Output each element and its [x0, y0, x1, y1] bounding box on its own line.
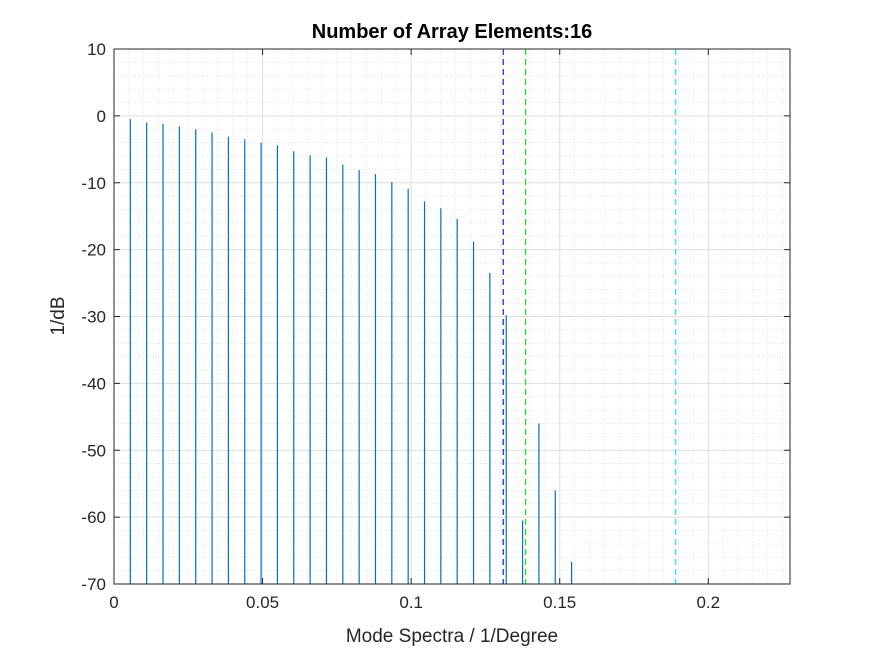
bar — [244, 139, 246, 584]
bar — [538, 423, 540, 584]
bar — [505, 315, 507, 584]
y-tick-labels: 10 0 -10 -20 -30 -40 -50 -60 -70 — [81, 40, 106, 594]
bar — [407, 188, 409, 585]
bar — [391, 182, 393, 585]
bar — [276, 145, 279, 585]
bar — [489, 273, 491, 584]
major-grid — [114, 49, 790, 584]
x-tick-label: 0.2 — [696, 593, 720, 612]
y-tick-label: -50 — [81, 441, 106, 460]
y-tick-label: -40 — [81, 374, 106, 393]
x-tick-label: 0.05 — [246, 593, 279, 612]
x-tick-label: 0.15 — [543, 593, 576, 612]
x-tick-labels: 0 0.05 0.1 0.15 0.2 — [109, 593, 720, 612]
x-tick-label: 0 — [109, 593, 118, 612]
bar — [440, 208, 442, 584]
bar — [129, 119, 131, 584]
bar — [521, 520, 524, 584]
x-axis-label: Mode Spectra / 1/Degree — [346, 626, 558, 647]
y-tick-label: -10 — [81, 174, 106, 193]
y-tick-label: -70 — [81, 575, 106, 594]
bar — [358, 170, 360, 584]
bar — [178, 126, 180, 584]
bar — [227, 136, 229, 584]
y-tick-label: -30 — [81, 308, 106, 327]
vertical-marker-lines — [502, 49, 677, 584]
bar — [162, 123, 164, 585]
bar — [325, 157, 328, 584]
x-tick-label: 0.1 — [399, 593, 423, 612]
y-axis-label: 1/dB — [48, 296, 69, 335]
bar — [260, 142, 262, 584]
y-tick-label: 10 — [87, 40, 106, 59]
chart-title: Number of Array Elements:16 — [312, 21, 592, 43]
bar — [293, 151, 295, 584]
bar — [554, 490, 556, 584]
bar — [423, 201, 426, 584]
bar — [456, 218, 458, 585]
bar — [146, 122, 148, 584]
y-tick-label: 0 — [97, 107, 106, 126]
y-tick-label: -20 — [81, 241, 106, 260]
bar — [211, 132, 213, 584]
bar — [571, 561, 573, 584]
tick-marks — [113, 48, 790, 585]
bar — [309, 155, 311, 585]
bar — [374, 174, 377, 584]
y-tick-label: -60 — [81, 508, 106, 527]
bar — [195, 129, 197, 584]
bar — [472, 241, 475, 584]
bar — [342, 164, 344, 584]
bar-series — [129, 119, 573, 585]
